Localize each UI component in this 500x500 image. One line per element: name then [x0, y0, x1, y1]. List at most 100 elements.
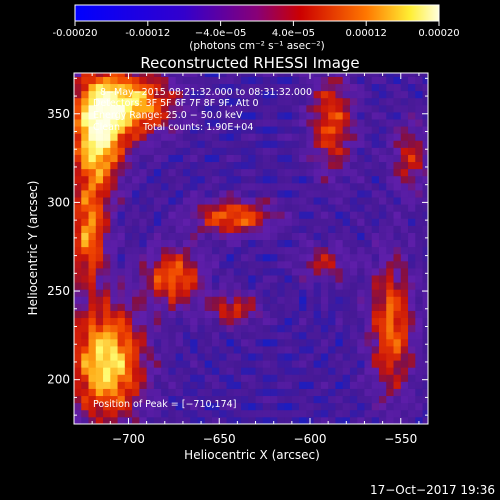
heatmap-cell	[117, 83, 126, 92]
heatmap-cell	[284, 268, 293, 276]
heatmap-cell	[408, 104, 416, 113]
heatmap-cell	[226, 289, 235, 297]
heatmap-cell	[408, 182, 416, 191]
heatmap-cell	[270, 232, 278, 241]
heatmap-cell	[211, 182, 220, 191]
heatmap-cell	[226, 353, 235, 361]
heatmap-cell	[364, 331, 373, 340]
heatmap-cell	[117, 161, 126, 170]
heatmap-cell	[270, 112, 278, 120]
heatmap-cell	[349, 218, 358, 226]
heatmap-cell	[400, 147, 409, 155]
heatmap-cell	[400, 161, 409, 170]
heatmap-cell	[197, 218, 206, 226]
heatmap-cell	[74, 161, 82, 170]
heatmap-cell	[233, 197, 242, 205]
heatmap-cell	[299, 83, 307, 92]
heatmap-cell	[182, 133, 191, 141]
heatmap-cell	[378, 395, 387, 404]
heatmap-cell	[197, 90, 206, 99]
heatmap-cell	[226, 76, 235, 85]
heatmap-cell	[400, 197, 409, 205]
heatmap-cell	[81, 402, 89, 411]
heatmap-cell	[226, 190, 235, 198]
heatmap-cell	[371, 246, 380, 255]
heatmap-cell	[95, 367, 104, 375]
heatmap-cell	[74, 353, 82, 361]
heatmap-cell	[182, 97, 191, 106]
heatmap-cell	[233, 76, 242, 85]
heatmap-cell	[95, 133, 104, 141]
heatmap-cell	[408, 338, 416, 347]
heatmap-cell	[139, 289, 148, 297]
heatmap-cell	[88, 303, 97, 311]
heatmap-cell	[211, 289, 220, 297]
heatmap-cell	[175, 381, 184, 389]
heatmap-cell	[306, 296, 315, 304]
heatmap-cell	[161, 367, 169, 375]
heatmap-cell	[226, 331, 235, 340]
heatmap-cell	[233, 275, 242, 283]
heatmap-cell	[117, 197, 126, 205]
heatmap-cell	[161, 282, 169, 290]
heatmap-cell	[211, 367, 220, 375]
heatmap-cell	[168, 168, 177, 177]
heatmap-cell	[262, 204, 271, 212]
heatmap-cell	[306, 232, 315, 241]
heatmap-cell	[386, 97, 394, 106]
heatmap-cell	[103, 310, 111, 319]
heatmap-cell	[306, 317, 315, 326]
heatmap-cell	[262, 218, 271, 226]
heatmap-cell	[110, 353, 118, 361]
heatmap-cell	[146, 310, 155, 319]
heatmap-cell	[284, 282, 293, 290]
heatmap-cell	[241, 211, 249, 219]
heatmap-cell	[219, 154, 227, 163]
heatmap-cell	[342, 147, 351, 155]
heatmap-cell	[110, 190, 118, 198]
heatmap-cell	[364, 97, 373, 106]
heatmap-cell	[357, 126, 365, 134]
heatmap-cell	[81, 140, 89, 148]
heatmap-cell	[284, 338, 293, 347]
heatmap-cell	[306, 310, 315, 319]
heatmap-cell	[110, 416, 118, 424]
heatmap-cell	[211, 83, 220, 92]
heatmap-cell	[422, 225, 428, 233]
heatmap-cell	[328, 346, 336, 354]
heatmap-cell	[175, 119, 184, 127]
heatmap-cell	[74, 90, 82, 99]
heatmap-cell	[284, 303, 293, 311]
heatmap-cell	[364, 338, 373, 347]
heatmap-cell	[393, 303, 402, 311]
heatmap-cell	[88, 388, 97, 397]
heatmap-cell	[161, 360, 169, 368]
y-tick-label: 250	[47, 284, 70, 298]
heatmap-cell	[161, 395, 169, 404]
heatmap-cell	[313, 76, 322, 85]
heatmap-cell	[306, 395, 315, 404]
heatmap-cell	[328, 253, 336, 262]
heatmap-cell	[146, 168, 155, 177]
heatmap-cell	[88, 246, 97, 255]
heatmap-cell	[175, 211, 184, 219]
heatmap-cell	[320, 268, 329, 276]
heatmap-cell	[88, 119, 97, 127]
heatmap-cell	[88, 168, 97, 177]
heatmap-cell	[378, 76, 387, 85]
heatmap-cell	[349, 126, 358, 134]
heatmap-cell	[241, 275, 249, 283]
heatmap-cell	[132, 112, 140, 120]
heatmap-cell	[306, 197, 315, 205]
heatmap-cell	[393, 204, 402, 212]
heatmap-cell	[400, 275, 409, 283]
heatmap-cell	[132, 289, 140, 297]
heatmap-cell	[233, 133, 242, 141]
heatmap-cell	[328, 76, 336, 85]
heatmap-cell	[219, 232, 227, 241]
heatmap-cell	[81, 154, 89, 163]
heatmap-cell	[255, 239, 264, 248]
heatmap-cell	[291, 197, 300, 205]
heatmap-cell	[161, 260, 169, 269]
heatmap-cell	[306, 126, 315, 134]
